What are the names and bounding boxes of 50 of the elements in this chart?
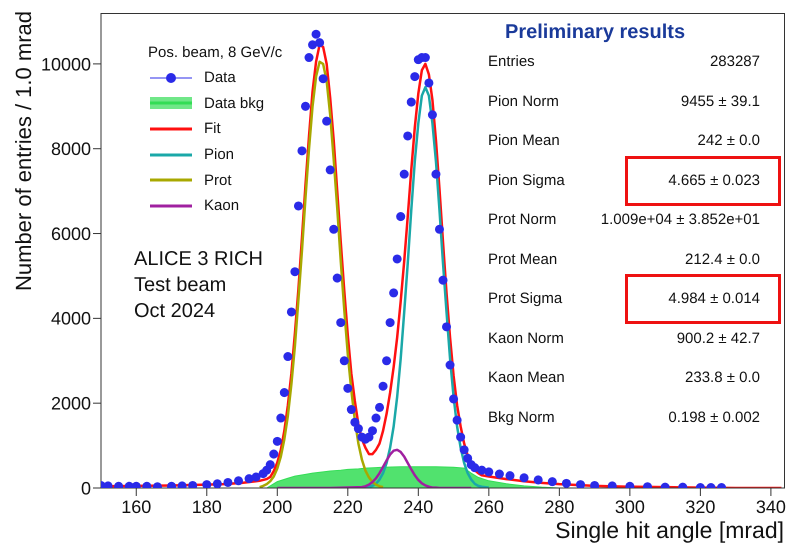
legend-title: Pos. beam, 8 GeV/c <box>148 44 282 61</box>
x-tick-label: 180 <box>192 496 222 517</box>
x-tick-label: 240 <box>403 496 434 517</box>
y-tick-label: 10000 <box>40 54 91 74</box>
line-series <box>276 448 472 488</box>
annotation: 242 ± 0.0 <box>698 132 760 149</box>
x-tick-label: 260 <box>474 496 504 517</box>
annotation: 4.984 ± 0.014 <box>668 290 760 307</box>
x-tick-label: 160 <box>121 496 152 517</box>
x-axis-title: Single hit angle [mrad] <box>555 517 784 543</box>
annotation: 233.8 ± 0.0 <box>685 369 760 386</box>
legend-label: Data bkg <box>204 94 264 112</box>
x-tick-label: 220 <box>332 496 363 517</box>
y-tick-label: 8000 <box>50 139 91 160</box>
annotation: Pion Mean <box>488 132 560 149</box>
legend-label: Fit <box>204 120 221 138</box>
annotation: Entries <box>488 53 535 70</box>
annotation: Kaon Norm <box>488 330 564 346</box>
legend-label: Data <box>204 69 236 86</box>
annotation: Oct 2024 <box>134 299 216 324</box>
x-tick-label: 340 <box>756 496 786 517</box>
annotation: ALICE 3 RICH <box>134 247 263 272</box>
legend-label: Prot <box>204 172 232 189</box>
annotation: 900.2 ± 42.7 <box>676 330 760 346</box>
annotation: Pion Sigma <box>488 172 565 188</box>
x-tick-label: 280 <box>544 496 574 517</box>
x-tick-label: 300 <box>614 496 645 517</box>
y-tick-label: 6000 <box>50 224 91 244</box>
annotation: Kaon Mean <box>488 369 565 386</box>
legend-label: Pion <box>204 146 234 164</box>
annotation: Pion Norm <box>488 92 559 110</box>
annotation: Bkg Norm <box>488 408 555 426</box>
annotation: Prot Mean <box>488 250 558 268</box>
y-axis-title: Number of entries / 1.0 mrad <box>11 10 37 291</box>
annotation: Test beam <box>134 273 228 298</box>
annotation: Preliminary results <box>505 21 686 44</box>
annotation: 9455 ± 39.1 <box>680 92 760 110</box>
legend-label: Kaon <box>204 197 240 214</box>
y-tick-label: 0 <box>80 478 91 498</box>
annotation: 283287 <box>710 53 760 70</box>
annotation: Prot Sigma <box>488 290 562 307</box>
annotation: 212.4 ± 0.0 <box>685 250 760 268</box>
y-tick-label: 2000 <box>50 394 91 414</box>
x-tick-label: 320 <box>685 496 716 517</box>
annotation: 1.009e+04 ± 3.852e+01 <box>600 211 760 228</box>
x-tick-label: 200 <box>262 496 292 517</box>
annotation: 4.665 ± 0.023 <box>668 172 760 188</box>
y-tick-label: 4000 <box>50 308 91 329</box>
annotation: 0.198 ± 0.002 <box>668 408 760 426</box>
annotation: Prot Norm <box>488 211 556 228</box>
